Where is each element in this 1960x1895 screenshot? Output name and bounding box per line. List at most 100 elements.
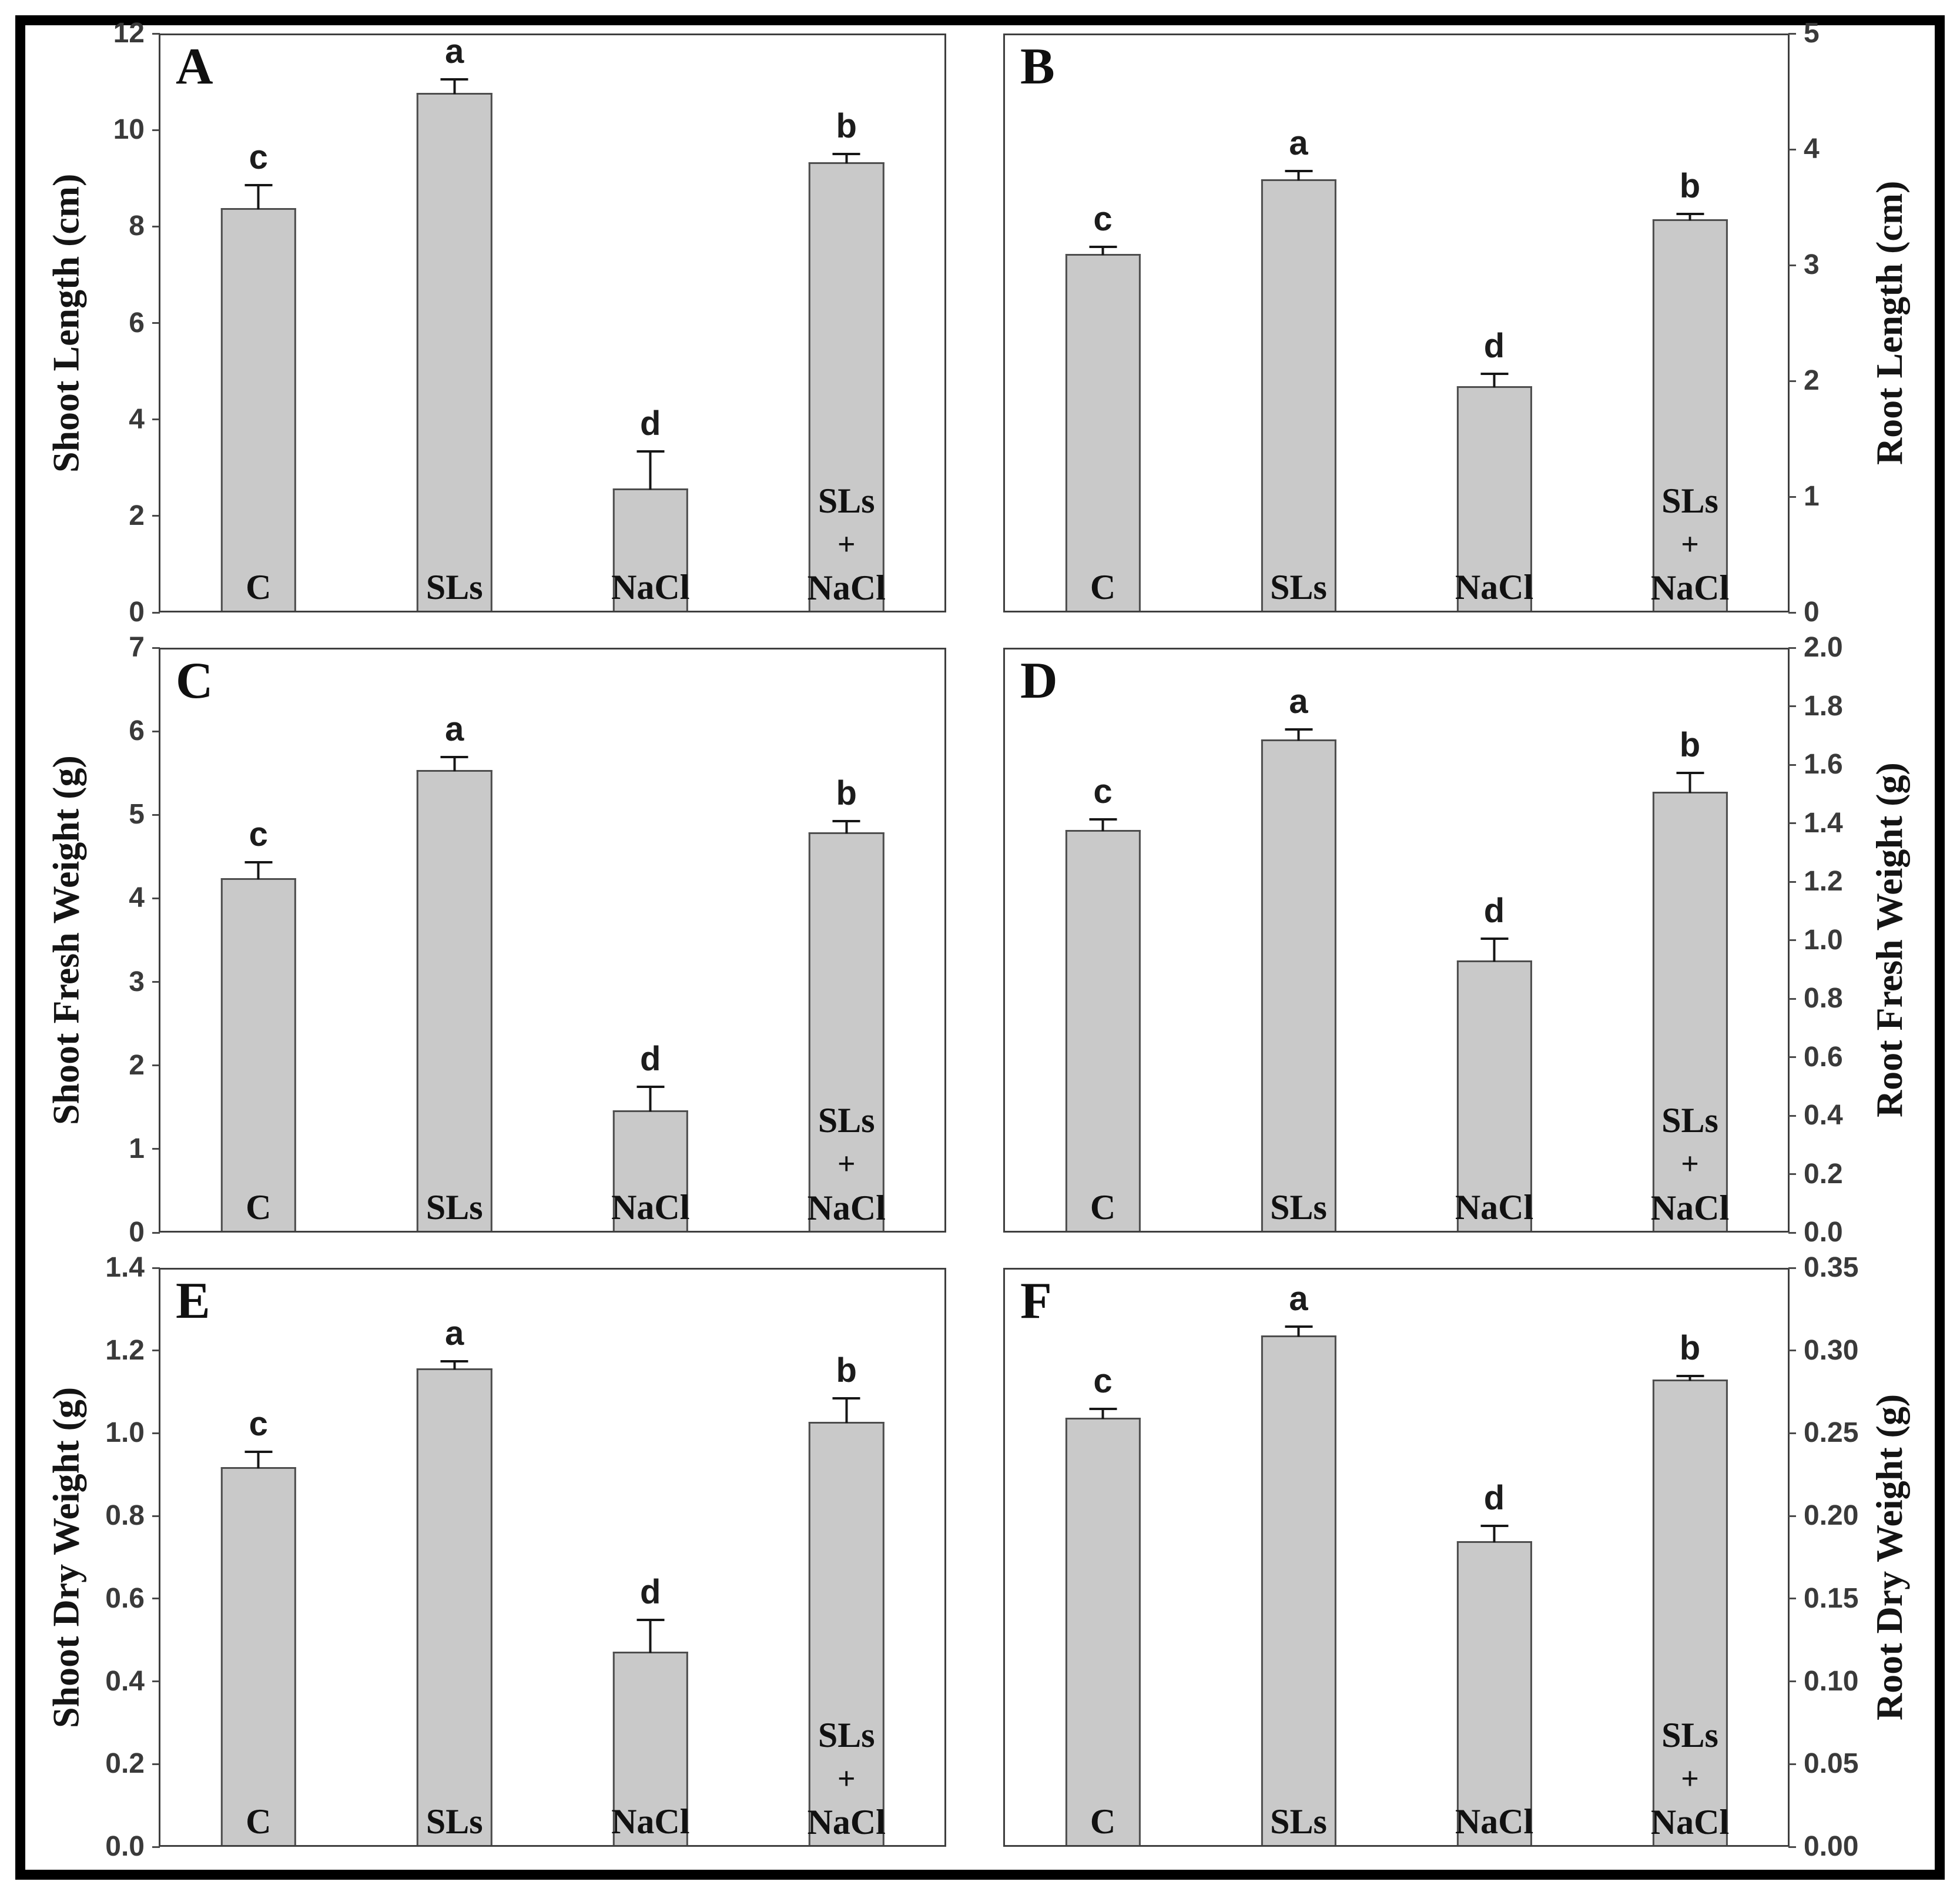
tick-mark [152, 1763, 160, 1765]
category-label: NaCl [1455, 568, 1534, 607]
error-bar-line [257, 183, 260, 209]
bar-f-sls [1261, 1335, 1336, 1845]
tick-label: 0.6 [105, 1582, 145, 1614]
bar-e-sls-nacl [809, 1421, 884, 1845]
y-axis-ticks-d: 0.0 0.2 0.4 0.6 0.8 1.0 1.2 1.4 1.6 1.8 2.0 [1788, 634, 1848, 1247]
tick-mark [152, 1231, 160, 1234]
tick-mark [152, 322, 160, 324]
y-axis-title-c: Shoot Fresh Weight (g) [45, 755, 87, 1125]
category-label: NaCl [611, 1802, 690, 1841]
tick-label: 3 [129, 966, 145, 997]
tick-label: 4 [129, 403, 145, 435]
bar-c-nacl [612, 1110, 688, 1231]
tick-mark [152, 1680, 160, 1683]
error-bar-line [845, 152, 848, 164]
bar-b-sls [1261, 179, 1336, 611]
category-label-combo: SLs [1661, 1716, 1718, 1755]
significance-letter: a [445, 1314, 464, 1352]
y-axis-ticks-e: 0.0 0.2 0.4 0.6 0.8 1.0 1.2 1.4 [100, 1254, 160, 1861]
tick-label: 0.4 [1804, 1100, 1843, 1131]
error-bar [636, 1619, 665, 1653]
tick-label: 1 [1804, 481, 1820, 512]
significance-letter: b [836, 1351, 857, 1390]
error-bar [1285, 170, 1312, 180]
panel-letter-b: B [1020, 38, 1055, 95]
bar-d-sls [1261, 739, 1336, 1231]
error-bar [832, 819, 860, 833]
tick-mark [152, 730, 160, 732]
category-label-combo: + [1681, 1146, 1699, 1181]
tick-mark [152, 32, 160, 35]
category-label: C [246, 568, 272, 607]
tick-label: 1.2 [105, 1334, 145, 1366]
bar-slot: d NaCl [552, 35, 749, 611]
tick-label: 0.35 [1804, 1252, 1859, 1283]
tick-label: 2 [129, 1049, 145, 1081]
category-label: SLs [1270, 568, 1327, 607]
error-bar [1480, 937, 1508, 962]
significance-letter: a [1289, 1280, 1308, 1318]
category-label: NaCl [611, 568, 690, 607]
y-axis-ticks-a: 0 2 4 6 8 10 12 [100, 19, 160, 627]
significance-letter: b [1679, 725, 1701, 764]
tick-mark [152, 1267, 160, 1269]
error-bar [1089, 246, 1117, 256]
tick-label: 0 [1804, 597, 1820, 628]
tick-mark [1788, 1231, 1796, 1234]
error-bar-line [1297, 728, 1300, 741]
bar-slot: b SLs + NaCl [749, 1270, 945, 1845]
category-label-combo: SLs [817, 1716, 875, 1755]
category-label-combo: SLs [1661, 1100, 1718, 1140]
bar-slot: a SLs [1201, 35, 1396, 611]
error-bar [1676, 212, 1704, 221]
error-bar [1676, 1375, 1704, 1381]
tick-mark [1788, 1267, 1796, 1269]
bar-b-sls-nacl [1652, 219, 1728, 611]
bar-c-sls-nacl [809, 832, 884, 1231]
significance-letter: c [249, 1404, 268, 1443]
bar-slot: a SLs [1201, 1270, 1396, 1845]
tick-label: 0.0 [105, 1831, 145, 1862]
error-bar-line [1688, 1375, 1691, 1381]
tick-mark [1788, 939, 1796, 941]
error-bar-line [453, 1360, 456, 1370]
bar-c-c [220, 878, 296, 1231]
category-label: SLs [425, 568, 483, 607]
significance-letter: b [1679, 166, 1701, 205]
panel-letter-c: C [176, 652, 213, 709]
tick-mark [1788, 1056, 1796, 1058]
bar-slot: d NaCl [1396, 649, 1592, 1231]
tick-mark [1788, 764, 1796, 766]
tick-label: 0.00 [1804, 1831, 1859, 1862]
panel-letter-a: A [176, 38, 213, 95]
tick-mark [1788, 1173, 1796, 1175]
tick-label: 6 [129, 715, 145, 747]
error-bar-line [453, 755, 456, 771]
category-label: SLs [1270, 1188, 1327, 1227]
tick-label: 1.4 [105, 1252, 145, 1283]
tick-mark [1788, 1114, 1796, 1117]
significance-letter: c [1093, 1361, 1113, 1400]
tick-mark [1788, 705, 1796, 707]
tick-mark [1788, 880, 1796, 883]
bar-c-sls [417, 769, 492, 1231]
tick-mark [152, 1846, 160, 1848]
error-bar-line [649, 1619, 652, 1653]
bar-d-c [1065, 829, 1141, 1231]
significance-letter: d [1483, 891, 1505, 930]
error-bar [244, 1450, 273, 1468]
y-axis-title-b: Root Length (cm) [1868, 180, 1910, 466]
tick-mark [1788, 1680, 1796, 1683]
bar-e-c [220, 1467, 296, 1845]
bar-slot: a SLs [357, 35, 553, 611]
error-bar-line [1688, 771, 1691, 794]
tick-mark [152, 515, 160, 517]
bar-a-c [220, 207, 296, 611]
tick-mark [1788, 264, 1796, 266]
bar-f-nacl [1456, 1541, 1532, 1845]
